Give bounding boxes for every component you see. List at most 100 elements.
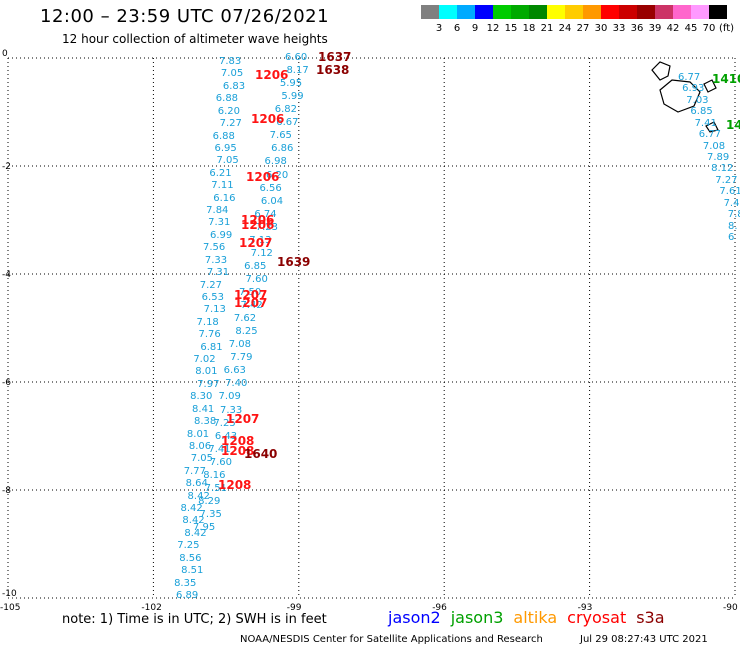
wave-height-value: 7.08 [702,140,726,152]
wave-height-value: 8.41 [192,403,215,415]
legend-swatch [619,5,637,19]
wave-height-value: 7.61 [719,186,740,198]
wave-height-value: 6.63 [223,365,246,377]
satellite-cryosat: cryosat [567,608,627,627]
wave-height-value: 6.20 [266,169,289,181]
legend-swatch [691,5,709,19]
y-tick-label: -4 [2,270,11,280]
wave-height-value: 8.42 [187,490,210,502]
island-outline [659,79,701,113]
wave-height-value: 6.88 [215,93,239,105]
y-tick-label: -8 [2,486,11,496]
wave-height-value: 7.51 [204,482,227,494]
wave-height-value: 8.35 [174,577,197,589]
x-tick-label: -105 [0,603,20,613]
wave-height-value: 6.67 [276,117,299,129]
satellite-altika: altika [513,608,558,627]
legend-label: 70 [702,23,716,34]
wave-height-value: 6.53 [201,291,224,303]
wave-height-value: 6.88 [212,130,235,142]
legend-label: 24 [558,23,572,34]
wave-height-value: 7.62 [233,313,257,325]
wave-height-value: 7.89 [707,152,730,163]
legend-swatch [565,5,583,19]
wave-height-value: 6.04 [260,195,284,207]
wave-height-value: 7.05 [216,155,239,167]
wave-height-value: 7.08 [228,339,252,351]
legend-swatch [439,5,457,19]
legend-swatch [421,5,439,19]
wave-height-value: 6.77 [698,129,721,141]
wave-height-value: 6.98 [264,156,287,168]
wave-height-value: 6.56 [259,182,282,194]
wave-height-value: 8.42 [180,503,203,515]
x-tick-label: -93 [578,603,593,613]
pass-time-label: 1640 [244,447,278,461]
legend-label: 33 [612,23,626,34]
wave-height-value: 7.83 [219,56,242,67]
wave-height-value: 7.05 [190,453,214,465]
pass-time-label: 1410 [712,72,740,86]
wave-height-value: 6.85 [244,260,267,272]
y-tick-label: -2 [2,162,11,172]
pass-time-label: 1638 [316,63,350,77]
legend-swatch [637,5,655,19]
wave-height-value: 6.60 [285,52,308,63]
legend-label: 39 [648,23,662,34]
wave-height-value: 8.38 [193,416,217,428]
legend-swatch [601,5,619,19]
wave-height-value: 7.56 [202,242,226,254]
legend-label: 21 [540,23,554,34]
pass-time-label: 1206 [241,218,275,232]
wave-height-value: 7.84 [206,205,229,217]
legend-swatch [475,5,493,19]
pass-time-label: 1208 [221,434,255,448]
x-tick-label: -96 [432,603,447,613]
legend-label: 42 [666,23,680,34]
wave-height-value: 7.41 [694,117,717,129]
pass-time-label: 1637 [318,50,352,64]
wave-height-value: 7.13 [249,234,272,246]
wave-height-value: 7.33 [220,404,243,416]
generation-timestamp: Jul 29 08:27:43 UTC 2021 [580,634,708,645]
wave-height-value: 7.60 [209,456,233,468]
wave-height-value: 5.99 [281,91,304,103]
wave-height-value: 8.17 [286,65,309,77]
wave-height-value: 6.83 [222,80,246,92]
pass-time-label: 1207 [234,288,268,302]
wave-height-value: 7.27 [199,279,222,291]
wave-height-value: 7.27 [715,174,738,186]
legend-swatch [583,5,601,19]
wave-height-value: 6.16 [213,192,236,204]
pass-time-label: 1206 [246,170,280,184]
legend-swatch [457,5,475,19]
pass-time-label: 1207 [239,236,273,250]
wave-height-value: 6.86 [271,143,294,155]
wave-height-value: 8.12 [711,163,734,175]
legend-label: 6 [453,23,461,34]
wave-height-value: 8.42 [184,527,207,539]
wave-height-value: 7.31 [208,217,231,229]
wave-height-value: 6.85 [690,106,713,118]
satellite-legend: jason2 jason3 altika cryosat s3a [388,608,675,627]
x-tick-label: -90 [723,603,738,613]
legend-label: 30 [594,23,608,34]
page-subtitle: 12 hour collection of altimeter wave hei… [62,32,328,46]
wave-height-value: 8.56 [179,552,202,564]
legend-swatch [493,5,511,19]
page-title: 12:00 – 23:59 UTC 07/26/2021 [40,6,330,27]
wave-height-value: 8.42 [182,515,205,527]
x-tick-label: -102 [141,603,161,613]
satellite-s3a: s3a [636,608,665,627]
wave-height-value: 7.33 [204,254,228,266]
y-tick-label: 0 [2,49,8,59]
wave-height-value: 6.82 [274,104,298,116]
island-outline [703,79,717,93]
legend-swatch [655,5,673,19]
wave-height-value: 7.25 [213,417,236,429]
x-tick-label: -99 [287,603,302,613]
plot-frame [7,57,736,599]
wave-height-value: 7.77 [183,465,206,477]
legend-label: 3 [435,23,443,34]
wave-height-value: 6.74 [254,208,277,220]
